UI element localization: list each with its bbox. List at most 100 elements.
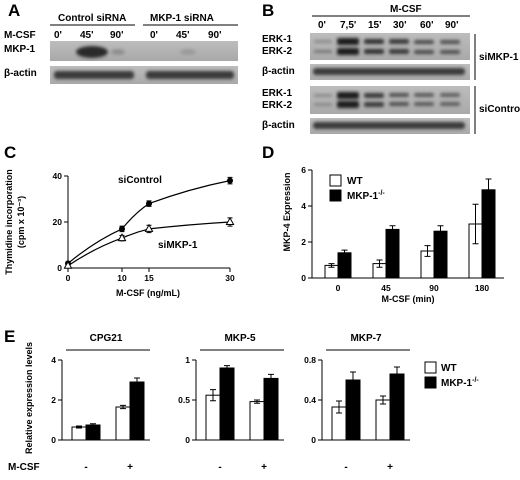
panel-b-block1-bands-erk — [314, 38, 460, 55]
panel-a-time-4: 45' — [176, 30, 190, 41]
error-bar — [389, 225, 396, 234]
error-bar — [485, 178, 492, 202]
panel-d-ytick-label: 2 — [301, 237, 306, 247]
panel-a-bands-actin — [54, 71, 234, 79]
panel-b-time-2: 15' — [368, 20, 382, 31]
error-bar — [336, 400, 342, 414]
legend-label-MKP-1: MKP-1-/- — [347, 190, 385, 202]
bar-WT — [205, 394, 221, 441]
error-bar — [268, 373, 274, 383]
data-point-siMKP-1 — [117, 233, 127, 242]
data-point-siMKP-1 — [225, 216, 235, 225]
error-bar — [134, 377, 140, 387]
panel-b-block1-actin: β-actin — [262, 66, 295, 77]
bar-WT — [249, 401, 265, 441]
panel-a-time-3: 0' — [150, 30, 158, 41]
panel-d-xtick-label: 90 — [429, 283, 439, 293]
panel-c-ylabel: Thymidine incorporation — [4, 169, 14, 275]
error-bar — [424, 245, 431, 257]
panel-e-plot: CPG21 0 2 4 - + MKP-5 0 0.5 1 - + MKP-7 0 0.4 0.8 - + WT MK… — [51, 333, 479, 473]
panel-e: E Relative expression levels M-CSF CPG21… — [4, 327, 479, 473]
panel-a: A M-CSF Control siRNA MKP-1 siRNA 0' 45'… — [4, 1, 238, 84]
series-line-siControl — [67, 180, 231, 264]
panel-d-plot: 0 2 4 6 0 45 90 180 WT MKP-1-/- — [301, 165, 504, 293]
panel-b-block2-bands-erk — [314, 92, 460, 108]
legend-label-WT: WT — [347, 176, 363, 187]
panel-b-time-5: 90' — [445, 20, 459, 31]
bar-MKP-1 — [481, 189, 496, 279]
panel-e-ytick-label: 2 — [51, 395, 56, 405]
panel-c-xtick-label: 30 — [225, 273, 235, 283]
panel-a-time-1: 45' — [80, 30, 94, 41]
panel-c-axes — [67, 176, 230, 269]
error-bar — [328, 263, 335, 268]
error-bar — [376, 259, 383, 268]
data-point-siMKP-1 — [63, 260, 73, 269]
bar-MKP-1 — [433, 230, 448, 279]
panel-e-ytick-label: 0.4 — [304, 395, 316, 405]
panel-b-block2-erk2: ERK-2 — [262, 100, 292, 111]
panel-d: D MKP-4 Expression M-CSF (min) 0 2 4 6 0 45 90… — [262, 143, 504, 304]
panel-c: C Thymidine incorporation (cpm x 10⁻³) M… — [4, 143, 235, 298]
panel-c-xtick-label: 0 — [66, 273, 71, 283]
panel-e-letter: E — [4, 327, 15, 346]
panel-e-ytick-label: 0 — [51, 435, 56, 445]
panel-c-xtick-label: 15 — [144, 273, 154, 283]
panel-d-xtick-label: 0 — [336, 283, 341, 293]
panel-b-treatment-label: M-CSF — [390, 4, 422, 15]
data-point-siMKP-1 — [144, 223, 154, 232]
panel-d-xtick-label: 180 — [475, 283, 489, 293]
panel-e-treatment-value: + — [261, 462, 267, 473]
data-point-siControl — [119, 225, 125, 232]
panel-b-time-0: 0' — [318, 20, 326, 31]
panel-a-group-2-label: MKP-1 siRNA — [150, 13, 214, 24]
panel-e-treatment-value: - — [344, 462, 347, 473]
error-bar — [120, 404, 126, 410]
bar-MKP-1 — [345, 379, 361, 441]
bar-MKP-1 — [337, 252, 352, 279]
panel-b-block2-blot-erk — [310, 86, 470, 114]
series-label-siControl: siControl — [118, 175, 162, 186]
panel-b-block2-erk1: ERK-1 — [262, 88, 292, 99]
panel-b-time-3: 30' — [393, 20, 407, 31]
error-bar — [380, 395, 386, 405]
panel-a-time-0: 0' — [54, 30, 62, 41]
panel-c-xlabel: M-CSF (ng/mL) — [116, 288, 180, 298]
panel-e-treatment-label: M-CSF — [8, 462, 40, 473]
panel-c-ylabel-unit: (cpm x 10⁻³) — [16, 196, 26, 248]
panel-e-treatment-value: - — [218, 462, 221, 473]
panel-b-block1-blot-erk — [310, 33, 470, 60]
panel-e-title: MKP-7 — [350, 333, 382, 344]
panel-c-ytick-label: 0 — [57, 263, 62, 273]
panel-e-treatment-value: + — [127, 462, 133, 473]
panel-e-title: MKP-5 — [224, 333, 256, 344]
bar-MKP-1 — [85, 424, 101, 441]
panel-e-treatment-value: - — [84, 462, 87, 473]
legend-label-MKP-1: MKP-1-/- — [441, 377, 479, 389]
panel-a-group-1-label: Control siRNA — [58, 13, 126, 24]
error-bar — [90, 423, 96, 427]
panel-d-xtick-label: 45 — [381, 283, 391, 293]
panel-d-ylabel: MKP-4 Expression — [282, 172, 292, 251]
panel-d-xlabel: M-CSF (min) — [382, 294, 435, 304]
bar-WT — [115, 406, 131, 441]
series-line-siMKP-1 — [67, 221, 231, 267]
bar-MKP-1 — [219, 367, 235, 441]
panel-a-treatment-label: M-CSF — [4, 30, 36, 41]
panel-a-time-5: 90' — [208, 30, 222, 41]
panel-c-letter: C — [4, 143, 16, 162]
panel-b-time-1: 7,5' — [340, 20, 356, 31]
error-bar — [224, 365, 230, 371]
bar-MKP-1 — [129, 381, 145, 441]
bar-MKP-1 — [389, 373, 405, 441]
bar-WT — [375, 399, 391, 441]
panel-b-letter: B — [262, 1, 274, 20]
panel-b-block1-bands-actin — [313, 68, 465, 75]
error-bar — [350, 371, 356, 389]
panel-a-letter: A — [8, 1, 20, 20]
error-bar — [76, 425, 82, 429]
panel-b-block1-erk2: ERK-2 — [262, 46, 292, 57]
panel-c-ytick-label: 40 — [53, 171, 63, 181]
panel-a-blot-actin — [50, 66, 238, 84]
